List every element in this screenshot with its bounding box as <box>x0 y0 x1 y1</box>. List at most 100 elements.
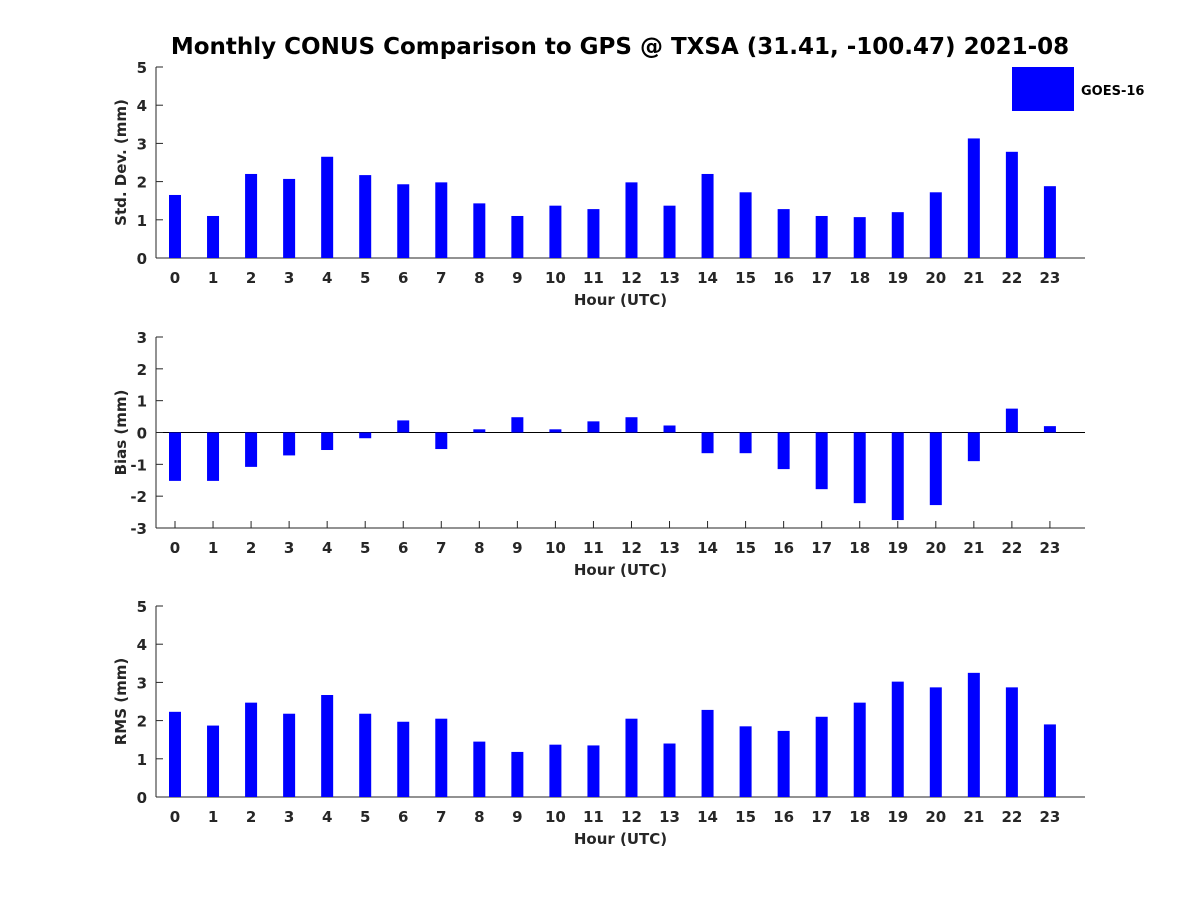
legend: GOES-16 <box>1012 67 1144 111</box>
x-tick-label: 11 <box>583 539 604 557</box>
bar-hour-2 <box>245 173 258 258</box>
x-tick-label: 1 <box>208 808 218 826</box>
bar-hour-1 <box>207 215 220 258</box>
bar-hour-17 <box>815 215 828 258</box>
bar-hour-2 <box>245 702 258 797</box>
x-tick-label: 8 <box>474 269 484 287</box>
bar-hour-3 <box>283 713 296 797</box>
bar-hour-17 <box>815 432 828 490</box>
y-tick-label: 1 <box>137 393 147 411</box>
bar-hour-18 <box>853 217 866 258</box>
x-tick-label: 21 <box>963 269 984 287</box>
x-tick-label: 23 <box>1039 808 1060 826</box>
bar-hour-21 <box>967 672 980 797</box>
bar-hour-23 <box>1043 186 1056 258</box>
x-tick-label: 6 <box>398 808 408 826</box>
bar-hour-15 <box>739 432 752 454</box>
bar-hour-3 <box>283 432 296 456</box>
x-tick-label: 0 <box>170 269 180 287</box>
x-tick-label: 19 <box>887 269 908 287</box>
x-tick-label: 23 <box>1039 539 1060 557</box>
bar-hour-8 <box>473 741 486 797</box>
x-tick-label: 9 <box>512 539 522 557</box>
bar-hour-1 <box>207 725 220 797</box>
x-tick-label: 7 <box>436 539 446 557</box>
y-tick-label: 3 <box>137 329 147 347</box>
x-tick-label: 15 <box>735 539 756 557</box>
x-tick-label: 5 <box>360 269 370 287</box>
bar-hour-14 <box>701 432 714 454</box>
bar-hour-13 <box>663 743 676 797</box>
y-tick-label: 3 <box>137 135 147 153</box>
bar-hour-18 <box>853 702 866 797</box>
y-tick-label: 5 <box>137 598 147 616</box>
y-tick-label: 2 <box>137 361 147 379</box>
y-axis-label: Std. Dev. (mm) <box>112 99 130 226</box>
bar-hour-11 <box>587 209 600 258</box>
bar-hour-20 <box>929 432 942 506</box>
bar-hour-11 <box>587 745 600 797</box>
x-tick-label: 20 <box>925 808 946 826</box>
bar-hour-13 <box>663 425 676 433</box>
x-tick-label: 11 <box>583 808 604 826</box>
bar-hour-5 <box>359 175 372 258</box>
bar-hour-12 <box>625 182 638 258</box>
x-tick-label: 14 <box>697 269 718 287</box>
bar-hour-10 <box>549 205 562 258</box>
y-axis-label: RMS (mm) <box>112 658 130 745</box>
bar-hour-0 <box>169 711 181 797</box>
y-tick-label: 2 <box>137 174 147 192</box>
x-tick-label: 2 <box>246 539 256 557</box>
bar-hour-16 <box>777 432 790 470</box>
bar-hour-15 <box>739 192 752 258</box>
x-tick-label: 9 <box>512 269 522 287</box>
x-tick-label: 13 <box>659 269 680 287</box>
bar-hour-16 <box>777 730 790 797</box>
x-tick-label: 21 <box>963 808 984 826</box>
x-tick-label: 18 <box>849 539 870 557</box>
x-tick-label: 6 <box>398 269 408 287</box>
bar-hour-9 <box>511 215 524 258</box>
chart-title: Monthly CONUS Comparison to GPS @ TXSA (… <box>171 34 1069 60</box>
y-tick-label: -2 <box>130 488 147 506</box>
x-tick-label: 4 <box>322 539 332 557</box>
y-tick-label: 2 <box>137 713 147 731</box>
x-axis-label: Hour (UTC) <box>574 830 667 848</box>
bar-hour-10 <box>549 429 562 433</box>
x-tick-label: 17 <box>811 539 832 557</box>
bar-hour-7 <box>435 182 448 258</box>
bar-hour-4 <box>321 695 334 797</box>
y-axis-label: Bias (mm) <box>112 390 130 476</box>
x-tick-label: 12 <box>621 269 642 287</box>
x-tick-label: 15 <box>735 808 756 826</box>
bar-hour-23 <box>1043 724 1056 797</box>
bar-hour-18 <box>853 432 866 504</box>
x-tick-label: 8 <box>474 808 484 826</box>
bar-hour-3 <box>283 178 296 258</box>
bar-hour-19 <box>891 681 904 797</box>
x-tick-label: 13 <box>659 808 680 826</box>
bar-hour-22 <box>1005 687 1018 797</box>
x-tick-label: 19 <box>887 539 908 557</box>
x-tick-label: 16 <box>773 539 794 557</box>
x-tick-label: 4 <box>322 269 332 287</box>
y-tick-label: 1 <box>137 212 147 230</box>
y-tick-label: 0 <box>137 250 147 268</box>
x-tick-label: 22 <box>1001 808 1022 826</box>
x-tick-label: 4 <box>322 808 332 826</box>
x-tick-label: 10 <box>545 808 566 826</box>
x-tick-label: 13 <box>659 539 680 557</box>
x-tick-label: 10 <box>545 269 566 287</box>
bar-hour-19 <box>891 212 904 258</box>
bar-hour-7 <box>435 432 448 450</box>
y-tick-label: -1 <box>130 456 147 474</box>
x-tick-label: 3 <box>284 269 294 287</box>
bar-hour-0 <box>169 432 181 481</box>
y-tick-label: 1 <box>137 751 147 769</box>
x-tick-label: 2 <box>246 808 256 826</box>
legend-swatch <box>1012 67 1074 111</box>
bar-hour-23 <box>1043 426 1056 433</box>
